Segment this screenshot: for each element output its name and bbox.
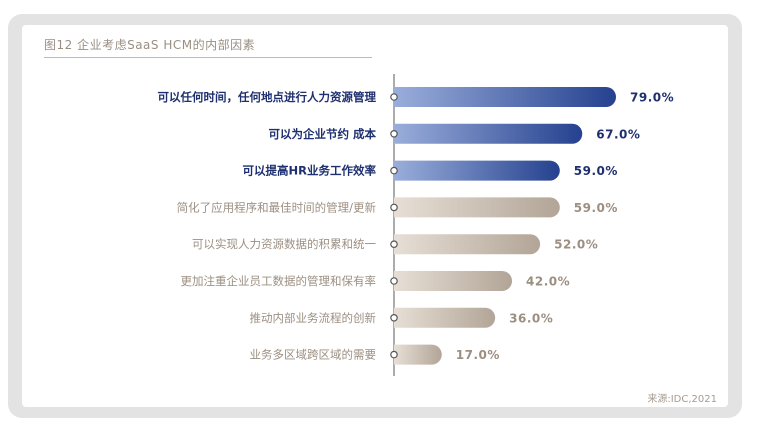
axis-marker-1 — [390, 93, 398, 101]
bar-4 — [394, 197, 560, 218]
bar-6 — [394, 271, 513, 291]
value-label-3: 59.0% — [574, 164, 618, 178]
axis-marker-8 — [390, 350, 398, 359]
bar-1 — [394, 87, 616, 107]
value-label-6: 42.0% — [526, 275, 570, 289]
bar-7 — [394, 307, 496, 328]
axis-marker-7 — [390, 313, 398, 322]
value-label-4: 59.0% — [574, 201, 618, 215]
category-label-7: 推动内部业务流程的创新 — [250, 311, 377, 325]
category-label-4: 简化了应用程序和最佳时间的管理/更新 — [177, 200, 377, 214]
category-label-3: 可以提高HR业务工作效率 — [243, 164, 377, 178]
value-label-5: 52.0% — [554, 238, 598, 252]
category-label-5: 可以实现人力资源数据的积累和统一 — [192, 237, 376, 251]
category-label-8: 业务多区域跨区域的需要 — [250, 348, 377, 362]
value-label-1: 79.0% — [630, 91, 674, 105]
category-label-1: 可以任何时间，任何地点进行人力资源管理 — [158, 90, 377, 104]
bar-8 — [394, 344, 442, 365]
category-label-6: 更加注重企业员工数据的管理和保有率 — [181, 274, 377, 288]
axis-marker-2 — [390, 130, 398, 138]
value-label-7: 36.0% — [509, 311, 553, 325]
title-underline — [44, 57, 372, 58]
bar-2 — [394, 123, 583, 144]
axis-marker-5 — [390, 240, 398, 249]
category-label-2: 可以为企业节约 成本 — [268, 127, 376, 141]
source-note: 来源:IDC,2021 — [647, 394, 717, 405]
bar-3 — [394, 160, 560, 181]
axis-marker-3 — [390, 166, 398, 175]
axis-marker-4 — [390, 203, 398, 212]
figure-title: 图12 企业考虑SaaS HCM的内部因素 — [44, 38, 256, 52]
value-label-2: 67.0% — [596, 127, 640, 141]
value-label-8: 17.0% — [456, 348, 500, 362]
bar-5 — [394, 234, 541, 255]
axis-marker-6 — [390, 277, 398, 285]
